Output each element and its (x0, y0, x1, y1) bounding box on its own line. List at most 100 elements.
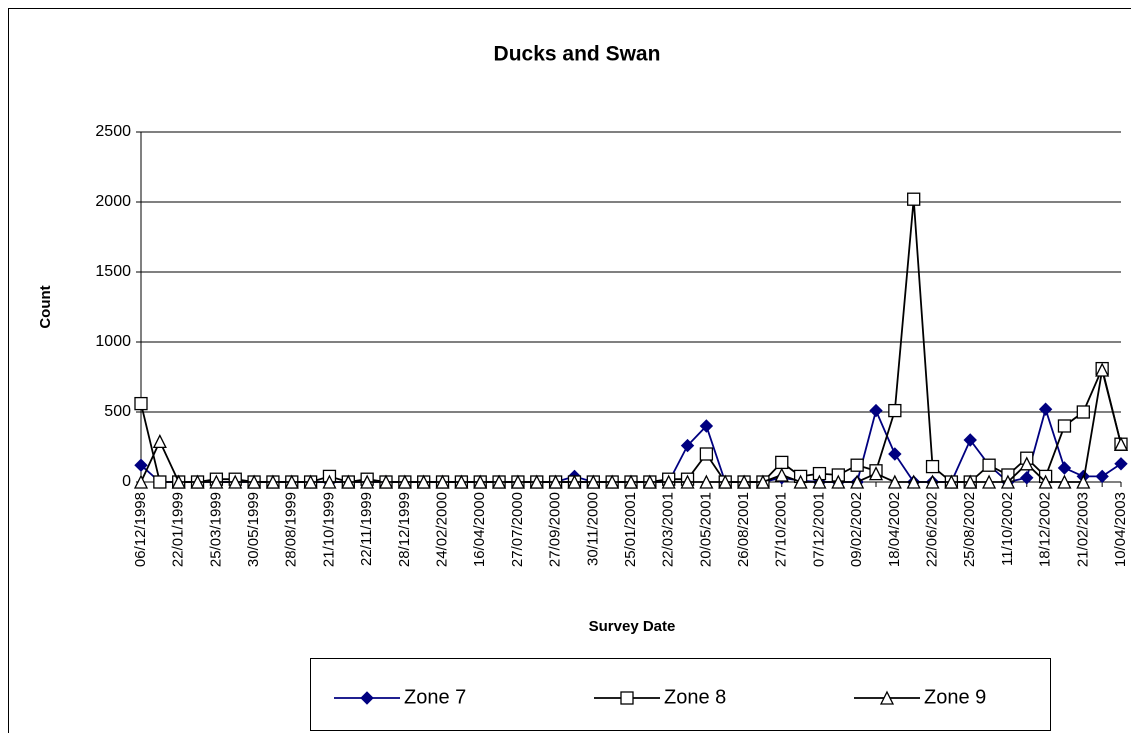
data-point (812, 474, 827, 489)
data-point (510, 474, 525, 489)
data-point (1057, 474, 1072, 489)
x-tick-label: 22/06/2002 (924, 492, 941, 567)
data-point (642, 474, 657, 489)
x-tick-label: 30/05/1999 (245, 492, 262, 567)
data-point (680, 438, 695, 453)
data-point (416, 474, 431, 489)
x-tick-label: 21/10/1999 (320, 492, 337, 567)
data-point (473, 474, 488, 489)
data-point (755, 474, 770, 489)
data-point (1038, 474, 1053, 489)
data-point (529, 474, 544, 489)
data-point (982, 474, 997, 489)
data-point (322, 474, 337, 489)
data-point (435, 474, 450, 489)
x-tick-label: 18/04/2002 (886, 492, 903, 567)
data-point (1038, 402, 1053, 416)
data-point (1114, 457, 1128, 471)
data-point (775, 455, 789, 470)
data-point (1057, 461, 1072, 475)
data-point (737, 474, 752, 489)
data-point (605, 474, 620, 489)
data-point (623, 474, 639, 489)
legend-marker (879, 690, 895, 705)
x-tick-label: 27/10/2001 (773, 492, 790, 567)
data-point (944, 474, 959, 489)
data-point (699, 474, 714, 489)
data-point (247, 474, 262, 489)
y-tick-label: 2500 (95, 123, 131, 140)
legend-label: Zone 8 (664, 686, 726, 708)
data-point (265, 474, 280, 489)
x-tick-label: 24/02/2000 (434, 492, 451, 567)
data-point (850, 458, 864, 472)
data-point (1019, 456, 1034, 471)
data-point (378, 474, 394, 489)
x-tick-label: 07/12/2001 (810, 492, 827, 567)
data-point (397, 474, 412, 489)
data-point (887, 474, 902, 489)
data-point (831, 474, 846, 489)
data-point (907, 192, 921, 206)
legend (310, 658, 1051, 731)
x-tick-label: 16/04/2000 (471, 492, 488, 567)
x-tick-label: 21/02/2003 (1074, 492, 1091, 567)
data-point (171, 474, 186, 489)
legend-label: Zone 9 (924, 686, 986, 708)
x-tick-label: 25/03/1999 (207, 492, 224, 567)
x-tick-label: 11/10/2002 (999, 492, 1016, 566)
data-point (718, 474, 733, 489)
data-point (888, 447, 902, 461)
data-point (661, 474, 676, 489)
data-point (1000, 474, 1015, 489)
x-tick-label: 06/12/1998 (132, 492, 149, 567)
data-point (963, 474, 978, 489)
y-tick-label: 1500 (95, 263, 131, 280)
data-point (774, 467, 789, 482)
data-point (567, 474, 582, 489)
data-point (793, 474, 808, 489)
data-point (1076, 474, 1091, 489)
data-point (869, 403, 883, 418)
x-tick-label: 28/08/1999 (283, 492, 300, 567)
data-point (925, 474, 940, 489)
x-tick-label: 20/05/2001 (697, 492, 714, 567)
data-point (1095, 362, 1110, 377)
data-point (963, 433, 977, 447)
data-point (680, 474, 695, 489)
data-point (341, 474, 356, 489)
data-point (492, 474, 507, 489)
x-tick-label: 25/01/2001 (622, 492, 639, 567)
x-tick-label: 30/11/2000 (584, 492, 601, 566)
x-tick-label: 27/09/2000 (547, 492, 564, 567)
data-point (153, 475, 167, 489)
data-point (228, 474, 243, 489)
x-tick-label: 22/01/1999 (170, 492, 187, 567)
data-point (699, 419, 714, 433)
x-tick-label: 10/04/2003 (1112, 492, 1129, 567)
y-tick-label: 0 (122, 473, 131, 490)
data-point (1057, 419, 1072, 433)
data-point (190, 474, 205, 489)
data-point (586, 474, 601, 489)
data-point (925, 459, 940, 474)
data-point (454, 474, 469, 489)
x-tick-label: 28/12/1999 (396, 492, 413, 567)
y-axis-title: Count (37, 285, 54, 328)
legend-label: Zone 7 (404, 686, 466, 708)
data-point (982, 458, 996, 472)
x-tick-label: 27/07/2000 (509, 492, 526, 567)
x-tick-label: 22/03/2001 (660, 492, 677, 567)
data-point (303, 474, 318, 489)
data-point (134, 458, 148, 472)
x-tick-label: 09/02/2002 (848, 492, 865, 567)
data-point (906, 474, 921, 489)
x-tick-label: 26/08/2001 (735, 492, 752, 567)
y-tick-label: 500 (104, 403, 131, 420)
data-point (133, 474, 149, 489)
x-axis-title: Survey Date (589, 618, 676, 635)
data-point (152, 433, 167, 449)
chart-title: Ducks and Swan (494, 43, 661, 66)
legend-marker (620, 691, 634, 705)
